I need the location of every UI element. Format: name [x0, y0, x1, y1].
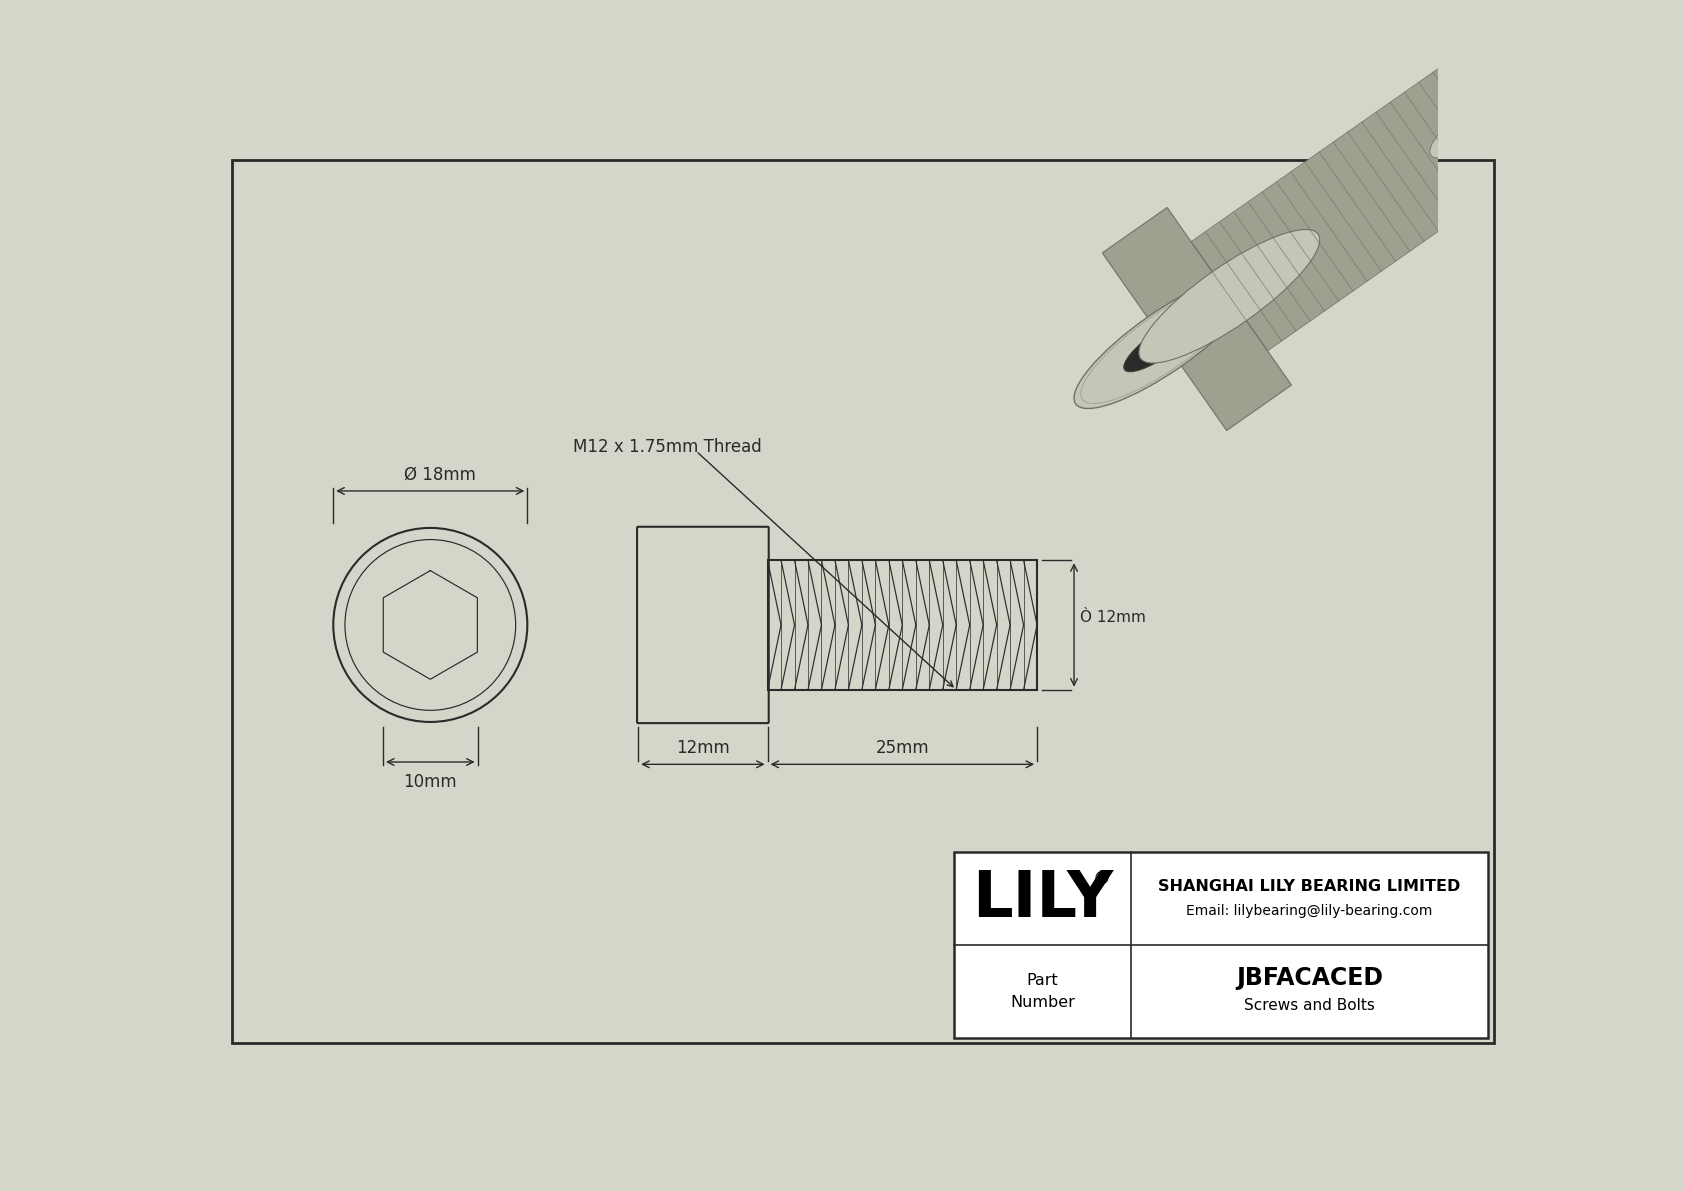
Text: LILY: LILY — [972, 868, 1113, 930]
Ellipse shape — [1138, 230, 1320, 363]
Text: 10mm: 10mm — [404, 773, 456, 791]
Bar — [953, 852, 1489, 1039]
Ellipse shape — [1081, 280, 1248, 404]
Text: M12 x 1.75mm Thread: M12 x 1.75mm Thread — [573, 438, 761, 456]
Text: ®: ® — [1093, 869, 1111, 887]
Bar — [768, 560, 1037, 690]
Text: JBFACACED: JBFACACED — [1236, 966, 1383, 990]
Text: 12mm: 12mm — [675, 738, 729, 756]
Ellipse shape — [1430, 76, 1541, 158]
Bar — [953, 852, 1489, 1039]
Text: Email: lilybearing@lily-bearing.com: Email: lilybearing@lily-bearing.com — [1187, 904, 1433, 918]
Text: Screws and Bolts: Screws and Bolts — [1244, 998, 1376, 1014]
Ellipse shape — [1123, 312, 1206, 372]
Ellipse shape — [1074, 275, 1255, 409]
Polygon shape — [1191, 62, 1524, 351]
Polygon shape — [1103, 207, 1292, 430]
Text: Part
Number: Part Number — [1010, 973, 1074, 1010]
Text: 25mm: 25mm — [876, 738, 930, 756]
Text: Ø 18mm: Ø 18mm — [404, 466, 475, 484]
Text: Ò 12mm: Ò 12mm — [1079, 610, 1147, 625]
Text: SHANGHAI LILY BEARING LIMITED: SHANGHAI LILY BEARING LIMITED — [1159, 879, 1460, 894]
